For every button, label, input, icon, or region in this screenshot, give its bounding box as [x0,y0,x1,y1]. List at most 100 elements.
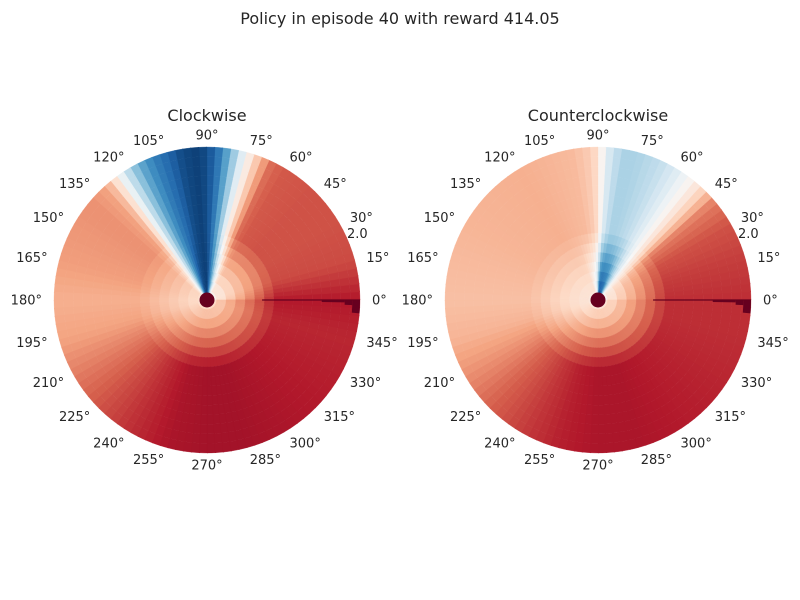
angle-tick-label: 225° [59,410,90,425]
angle-tick-label: 105° [133,134,164,149]
figure-title: Policy in episode 40 with reward 414.05 [240,9,560,28]
heatmap-cell [636,299,646,303]
angle-tick-label: 300° [290,436,321,451]
heatmap-cell [205,146,216,157]
heatmap-cell [205,156,215,167]
angle-tick-label: 195° [407,336,438,351]
heatmap-cell [120,295,131,301]
heatmap-cell [72,292,84,302]
heatmap-cell [111,294,122,301]
heatmap-cell [200,404,208,415]
heatmap-cell [463,292,475,302]
angle-tick-label: 45° [715,177,738,192]
angle-tick-label: 255° [133,453,164,468]
heatmap-cell [589,443,600,454]
radial-tick-label: 2.0 [738,227,759,242]
heatmap-cell [473,293,484,302]
heatmap-cell [206,185,214,196]
angle-tick-label: 300° [681,436,712,451]
angle-tick-label: 345° [366,336,397,351]
heatmap-cell [511,295,522,301]
heatmap-cell [592,395,599,406]
angle-tick-label: 285° [250,453,281,468]
polar-panel-clockwise: Clockwise 2.0 0° 15° 30° 45° 60° 75° 90° 105° 12… [11,106,398,474]
dark-block [735,300,744,306]
angle-tick-label: 15° [757,251,780,266]
angle-tick-label: 165° [407,251,438,266]
angle-tick-label: 270° [582,459,613,474]
heatmap-cell [483,293,494,301]
angle-tick-label: 225° [450,410,481,425]
angle-tick-label: 60° [290,151,313,166]
angle-tick-label: 330° [741,376,772,391]
dark-block [742,300,751,314]
heatmap-cell [502,294,513,301]
angle-tick-label: 180° [11,294,42,309]
angle-tick-label: 135° [59,177,90,192]
angle-tick-label: 135° [450,177,481,192]
heatmap-cell [92,293,103,301]
heatmap-cell [201,395,208,406]
center-dot [590,292,606,308]
heatmap-cell [597,213,603,224]
angle-tick-label: 150° [33,211,64,226]
heatmap-cell [200,414,209,425]
panel-title: Counterclockwise [528,106,668,125]
heatmap-cell [593,376,599,387]
angle-tick-label: 60° [681,151,704,166]
polar-panel-counterclockwise: Counterclockwise 2.0 0° 15° 30° 45° 60° 75° 90… [402,106,789,474]
heatmap-cell [592,385,599,396]
angle-tick-labels: 0° 15° 30° 45° 60° 75° 90° 105° 120°135° 150° 165°… [11,129,398,474]
angle-tick-label: 180° [402,294,433,309]
angle-tick-label: 45° [324,177,347,192]
angle-tick-label: 345° [757,336,788,351]
angle-tick-label: 255° [524,453,555,468]
heatmap-cell [206,194,213,205]
heatmap-cell [205,175,214,186]
heatmap-cell [201,385,208,396]
radial-tick-label: 2.0 [347,227,368,242]
heatmap-cell [596,165,606,177]
heatmap-cell [205,165,215,177]
angle-tick-label: 0° [763,294,778,309]
heatmap-cell [597,185,605,196]
angle-tick-label: 75° [250,134,273,149]
center-dot [199,292,215,308]
angle-tick-label: 270° [191,459,222,474]
heatmap-cell [626,299,637,303]
angle-tick-label: 75° [641,134,664,149]
angle-tick-label: 240° [93,436,124,451]
angle-tick-label: 120° [484,151,515,166]
dark-block [351,300,360,314]
heatmap-cell [596,156,606,167]
angle-tick-label: 315° [324,410,355,425]
angle-tick-label: 30° [741,211,764,226]
heatmap-cell [591,404,599,415]
angle-tick-label: 210° [33,376,64,391]
heatmap-cell [206,204,213,215]
angle-tick-label: 240° [484,436,515,451]
heatmap-cell [591,414,600,425]
heatmap-cell [596,175,605,186]
heatmap-cell [199,423,209,435]
heatmap-wedges [444,146,752,454]
heatmap-cell [206,213,212,224]
heatmap-cell [199,433,209,444]
panel-title: Clockwise [167,106,246,125]
heatmap-cell [101,294,112,301]
heatmap-cell [454,292,465,302]
heatmap-cell [53,291,64,302]
heatmap-cell [596,146,607,157]
heatmap-cell [597,204,604,215]
angle-tick-label: 105° [524,134,555,149]
angle-tick-label: 90° [586,129,609,144]
angle-tick-label: 15° [366,251,389,266]
heatmap-cell [597,194,604,205]
angle-tick-label: 150° [424,211,455,226]
heatmap-cell [198,443,209,454]
heatmap-cell [492,294,503,301]
angle-tick-label: 195° [16,336,47,351]
angle-tick-label: 285° [641,453,672,468]
heatmap-cell [444,291,455,302]
